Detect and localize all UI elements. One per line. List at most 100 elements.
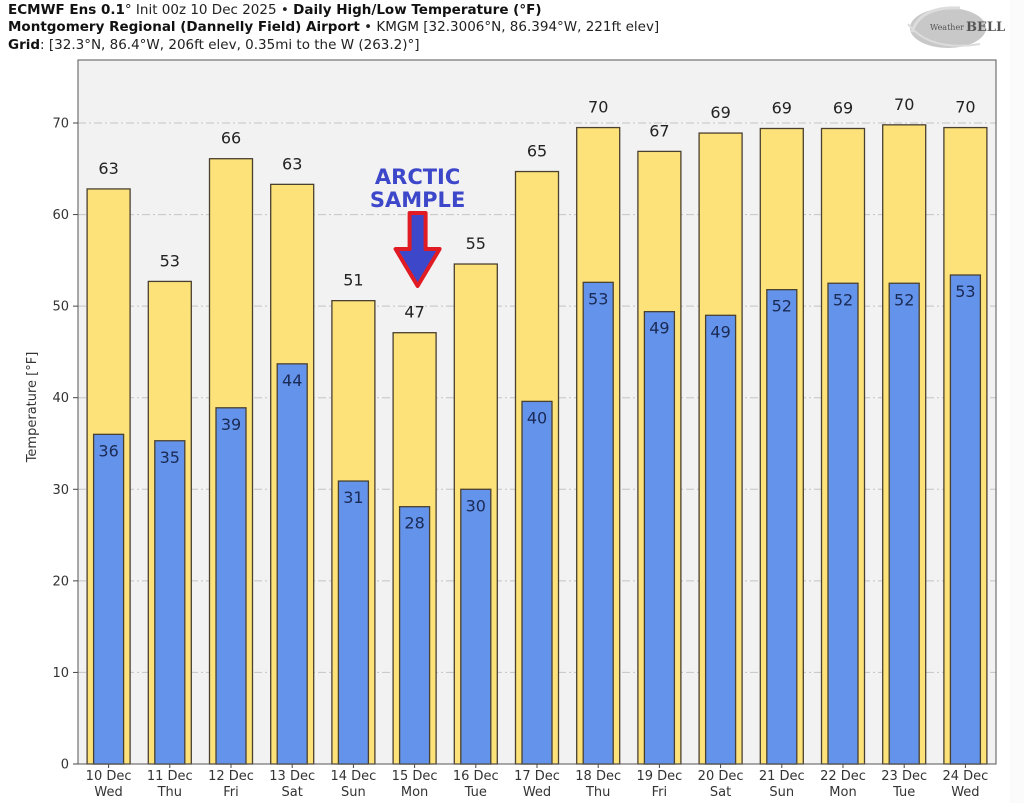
header-line-2: Montgomery Regional (Dannelly Field) Air… bbox=[8, 18, 659, 36]
x-tick-label-date: 12 Dec bbox=[208, 769, 254, 784]
down-arrow-icon bbox=[393, 211, 442, 288]
x-tick-label-weekday: Thu bbox=[157, 785, 182, 800]
station-info: • KMGM [32.3006°N, 86.394°W, 221ft elev] bbox=[359, 19, 660, 35]
high-value-label: 69 bbox=[833, 98, 853, 117]
high-value-label: 55 bbox=[466, 234, 486, 253]
logo-text-weather: Weather bbox=[930, 23, 964, 32]
model-name: ECMWF Ens 0.1 bbox=[8, 2, 125, 18]
grid-label: Grid bbox=[8, 37, 41, 53]
station-name: Montgomery Regional (Dannelly Field) Air… bbox=[8, 19, 360, 35]
x-tick-label-weekday: Thu bbox=[585, 785, 610, 800]
low-bar bbox=[888, 282, 920, 765]
high-value-label: 65 bbox=[527, 142, 547, 161]
annotation-text-line-2: SAMPLE bbox=[370, 188, 465, 212]
grid-info: : [32.3°N, 86.4°W, 206ft elev, 0.35mi to… bbox=[40, 37, 420, 53]
low-bar bbox=[215, 407, 247, 765]
high-value-label: 67 bbox=[649, 121, 669, 140]
x-tick-label-date: 21 Dec bbox=[759, 769, 805, 784]
x-tick-label-weekday: Fri bbox=[652, 785, 668, 800]
x-tick-label-date: 24 Dec bbox=[942, 769, 988, 784]
x-tick-label-date: 23 Dec bbox=[881, 769, 927, 784]
y-axis-label: Temperature [°F] bbox=[25, 352, 40, 464]
high-value-label: 63 bbox=[98, 159, 118, 178]
low-value-label: 53 bbox=[588, 289, 608, 308]
low-value-label: 49 bbox=[710, 322, 730, 341]
right-margin-strip bbox=[1010, 0, 1024, 803]
degree-sign: ° bbox=[124, 2, 132, 18]
y-tick-label: 30 bbox=[52, 483, 69, 498]
low-bar bbox=[154, 440, 186, 765]
low-value-label: 44 bbox=[282, 371, 302, 390]
low-bar bbox=[337, 480, 370, 765]
low-value-label: 52 bbox=[833, 290, 853, 309]
high-value-label: 70 bbox=[955, 98, 975, 117]
low-bar bbox=[460, 488, 492, 765]
x-tick-label-weekday: Mon bbox=[829, 785, 856, 800]
low-value-label: 36 bbox=[98, 441, 118, 460]
y-tick-label: 70 bbox=[52, 117, 69, 132]
logo-swirl-arc-2 bbox=[907, 23, 981, 47]
low-bar bbox=[827, 282, 859, 765]
low-value-label: 40 bbox=[527, 408, 547, 427]
x-tick-label-weekday: Sun bbox=[769, 785, 794, 800]
y-tick-label: 40 bbox=[52, 391, 69, 406]
low-bar bbox=[766, 289, 798, 765]
high-value-label: 51 bbox=[343, 271, 363, 290]
low-value-label: 30 bbox=[466, 496, 486, 515]
low-bar bbox=[704, 314, 737, 765]
low-bar bbox=[521, 400, 553, 765]
logo-text-bell: BELL bbox=[966, 20, 1005, 35]
high-value-label: 69 bbox=[710, 103, 730, 122]
y-axis: 0 10 20 30 40 50 60 70 bbox=[52, 117, 78, 773]
low-value-label: 31 bbox=[343, 488, 363, 507]
plot-frame bbox=[77, 59, 997, 765]
low-bar bbox=[92, 433, 125, 765]
logo-swirl-arc bbox=[910, 6, 961, 33]
low-value-label: 28 bbox=[404, 514, 424, 533]
x-tick-label-date: 10 Dec bbox=[86, 769, 132, 784]
low-bar bbox=[949, 274, 982, 765]
high-value-label: 70 bbox=[894, 95, 914, 114]
low-bar bbox=[398, 506, 431, 765]
low-value-label: 53 bbox=[955, 282, 975, 301]
low-value-label: 49 bbox=[649, 319, 669, 338]
bars: 63 36 53 35 66 39 63 44 51 31 47 28 55 30 65 40 70 53 67 49… bbox=[86, 95, 988, 765]
high-value-label: 53 bbox=[160, 251, 180, 270]
high-value-label: 63 bbox=[282, 154, 302, 173]
arctic-sample-annotation: ARCTIC SAMPLE bbox=[370, 165, 465, 288]
x-tick-label-date: 13 Dec bbox=[269, 769, 315, 784]
x-tick-label-weekday: Wed bbox=[523, 785, 551, 800]
low-value-label: 39 bbox=[221, 415, 241, 434]
x-tick-label-weekday: Wed bbox=[94, 785, 122, 800]
x-tick-label-date: 16 Dec bbox=[453, 769, 499, 784]
x-tick-label-weekday: Mon bbox=[401, 785, 428, 800]
x-tick-label-date: 11 Dec bbox=[147, 769, 193, 784]
high-value-label: 70 bbox=[588, 98, 608, 117]
high-value-label: 47 bbox=[404, 303, 424, 322]
y-tick-label: 60 bbox=[52, 208, 69, 223]
y-tick-label: 10 bbox=[52, 666, 69, 681]
init-time: Init 00z 10 Dec 2025 • bbox=[131, 2, 294, 18]
x-tick-label-date: 22 Dec bbox=[820, 769, 866, 784]
x-tick-label-weekday: Tue bbox=[464, 785, 487, 800]
x-tick-label-date: 17 Dec bbox=[514, 769, 560, 784]
low-bar bbox=[643, 310, 676, 765]
low-value-label: 52 bbox=[894, 290, 914, 309]
weatherbell-logo: Weather BELL bbox=[907, 6, 1005, 48]
high-value-label: 66 bbox=[221, 129, 241, 148]
x-tick-label-weekday: Sat bbox=[710, 785, 731, 800]
header-line-1: ECMWF Ens 0.1° Init 00z 10 Dec 2025 • Da… bbox=[8, 1, 542, 19]
y-tick-label: 0 bbox=[61, 758, 69, 773]
high-value-label: 69 bbox=[772, 98, 792, 117]
y-tick-label: 50 bbox=[52, 300, 69, 315]
x-tick-label-weekday: Tue bbox=[892, 785, 915, 800]
low-bar bbox=[276, 363, 308, 765]
y-tick-label: 20 bbox=[52, 574, 69, 589]
chart-title: Daily High/Low Temperature (°F) bbox=[293, 2, 542, 18]
low-value-label: 52 bbox=[772, 297, 792, 316]
x-tick-label-weekday: Sat bbox=[282, 785, 303, 800]
header-line-3: Grid: [32.3°N, 86.4°W, 206ft elev, 0.35m… bbox=[8, 36, 420, 54]
low-value-label: 35 bbox=[160, 448, 180, 467]
